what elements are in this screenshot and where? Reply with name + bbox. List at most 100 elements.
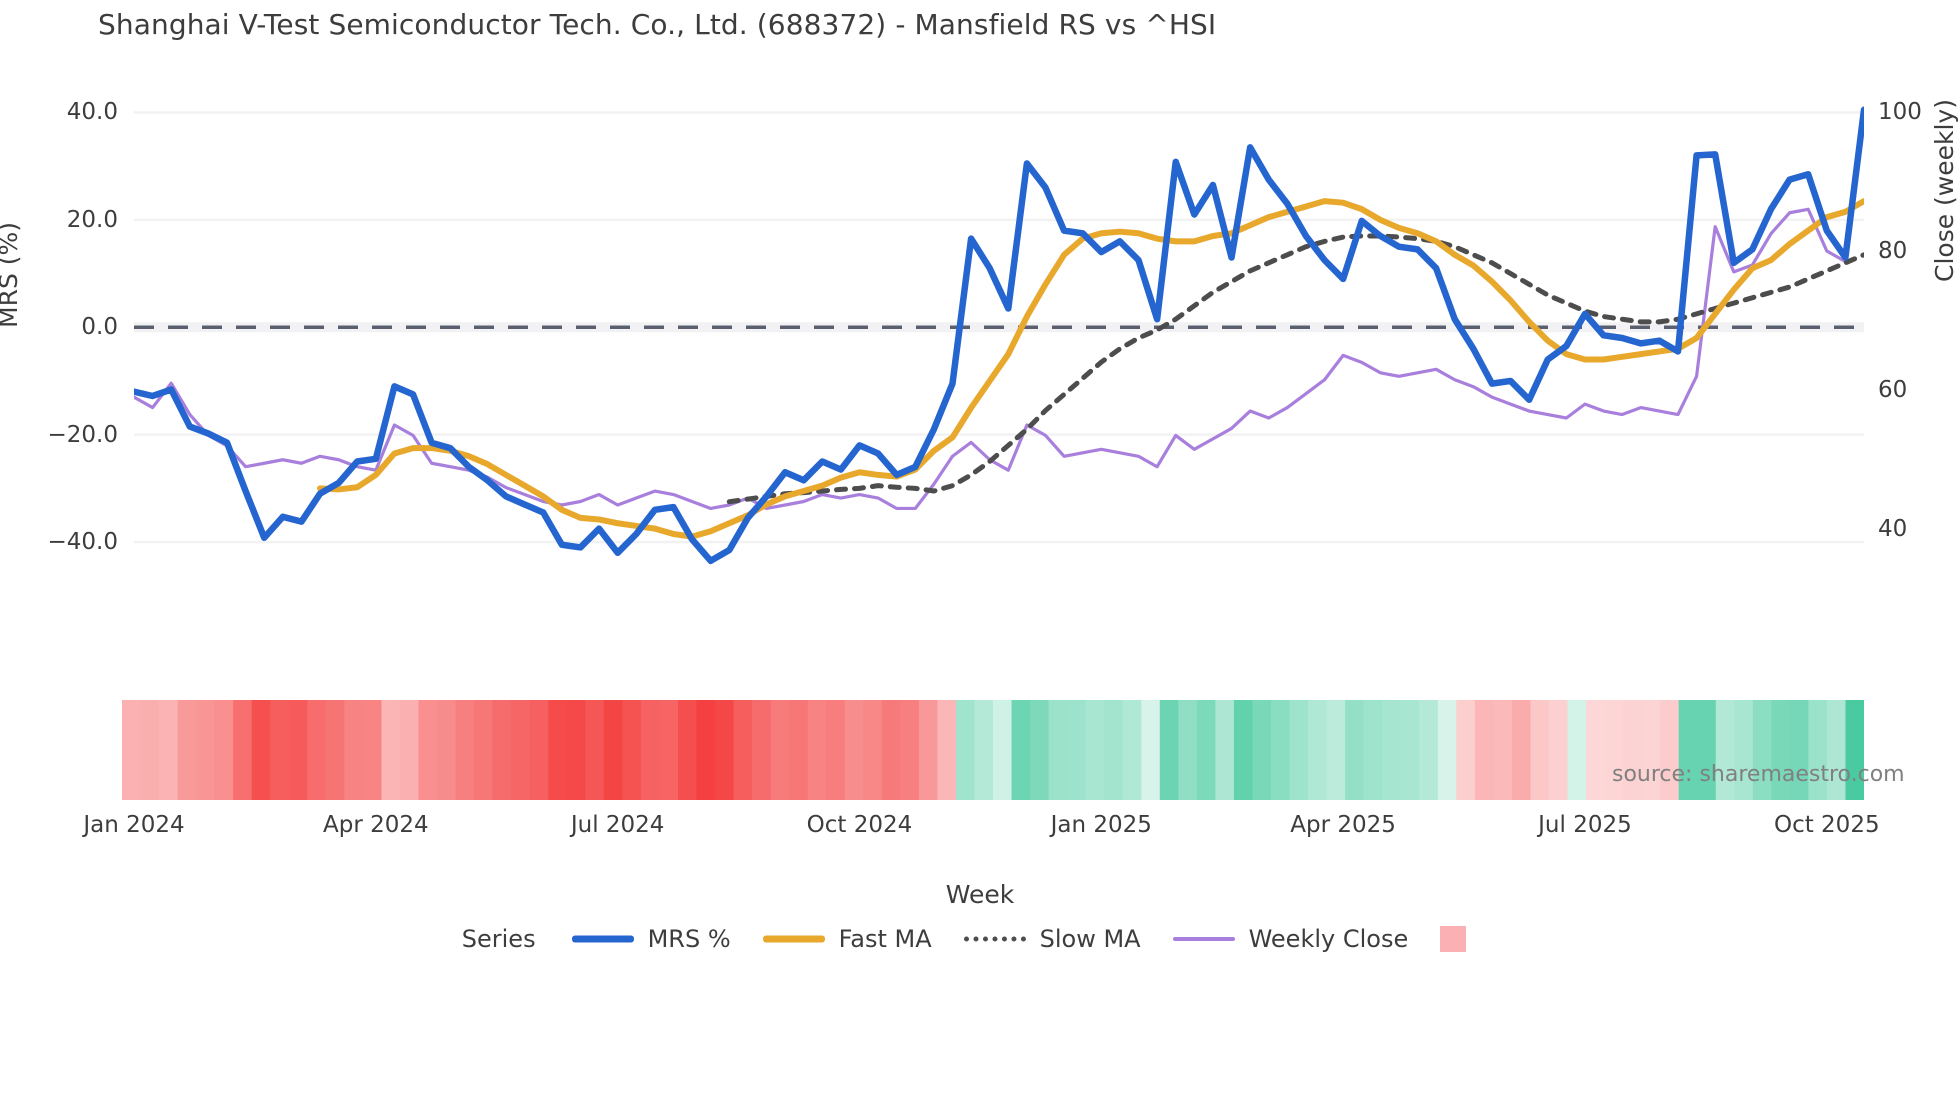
heat-strip-cell — [251, 700, 271, 800]
heat-strip-cell — [1159, 700, 1179, 800]
heat-strip-cell — [566, 700, 586, 800]
heat-strip-cell — [1511, 700, 1532, 800]
heat-strip-cell — [622, 700, 642, 800]
heat-strip-cell — [325, 700, 345, 800]
heat-strip-cell — [1493, 700, 1513, 800]
heat-strip-cell — [1382, 700, 1402, 800]
heat-strip-cell — [307, 700, 327, 800]
heat-strip-cell — [1085, 700, 1105, 800]
heat-strip-cell — [1734, 700, 1754, 800]
heat-strip-cell — [881, 700, 901, 800]
heat-strip-cell — [1660, 700, 1680, 800]
y-axis-left-tick: 40.0 — [66, 99, 118, 126]
heat-strip-cell — [1826, 700, 1847, 800]
heat-strip-cell — [177, 700, 197, 800]
heat-strip-cell — [1363, 700, 1383, 800]
y-axis-right-tick: 80 — [1878, 238, 1908, 265]
heat-strip-cell — [1456, 700, 1476, 800]
legend-line — [1172, 937, 1235, 941]
heat-strip-cell — [752, 700, 772, 800]
series-plot — [134, 106, 1864, 565]
heat-strip-cell — [1530, 700, 1550, 800]
legend-swatch — [762, 928, 825, 950]
legend-item[interactable] — [1440, 926, 1467, 952]
heat-strip-cell — [955, 700, 976, 800]
heat-strip-cell — [715, 700, 735, 800]
legend-label: Fast MA — [838, 925, 932, 953]
legend-label: Weekly Close — [1248, 925, 1409, 953]
legend-color-box — [1440, 926, 1467, 952]
heat-strip-cell — [1252, 700, 1272, 800]
heat-strip-cell — [1771, 700, 1791, 800]
heat-strip-cell — [585, 700, 605, 800]
x-axis-tick: Oct 2024 — [806, 812, 913, 838]
legend-line — [762, 935, 825, 943]
heat-strip-cell — [900, 700, 920, 800]
heat-strip-cell — [863, 700, 883, 800]
legend-item[interactable]: MRS % — [571, 925, 731, 953]
y-axis-right-tick: 60 — [1878, 377, 1908, 404]
heat-strip-cell — [789, 700, 809, 800]
legend-label: MRS % — [647, 925, 731, 953]
heat-strip-cell — [1845, 700, 1864, 800]
y-axis-right-tick: 40 — [1878, 516, 1908, 543]
x-axis-tick: Jul 2025 — [1538, 812, 1632, 838]
heat-strip-cell — [492, 700, 512, 800]
heat-strip-cell — [548, 700, 568, 800]
heat-strip-cell — [1178, 700, 1198, 800]
x-axis-tick: Apr 2024 — [322, 812, 429, 838]
heat-strip-cell — [1215, 700, 1235, 800]
heat-strip-cell — [1400, 700, 1420, 800]
heat-strip-cell — [640, 700, 661, 800]
x-axis-label: Week — [945, 880, 1015, 909]
series-line-mrs — [134, 106, 1864, 565]
y-axis-right-label: Close (weekly) — [1930, 99, 1959, 282]
rs-heat-strip-svg — [122, 700, 1864, 800]
legend-item[interactable]: Weekly Close — [1172, 925, 1409, 953]
heat-strip-cell — [1789, 700, 1809, 800]
legend-swatch — [571, 928, 634, 950]
heat-strip-cell — [603, 700, 623, 800]
heat-strip-cell — [696, 700, 716, 800]
heat-strip-cell — [1715, 700, 1735, 800]
heat-strip-cell — [1604, 700, 1624, 800]
legend-label: Slow MA — [1039, 925, 1141, 953]
heat-strip-cell — [1808, 700, 1828, 800]
heat-strip-cell — [233, 700, 253, 800]
heat-strip-cell — [1678, 700, 1698, 800]
source-attribution: source: sharemaestro.com — [1612, 762, 1905, 787]
heat-strip-cell — [362, 700, 383, 800]
heat-strip-cell — [1270, 700, 1291, 800]
heat-strip-cell — [511, 700, 531, 800]
heat-strip-cell — [1141, 700, 1161, 800]
heat-strip-cell — [1308, 700, 1328, 800]
legend-item[interactable]: Slow MA — [963, 925, 1141, 953]
heat-strip-cell — [1419, 700, 1439, 800]
heat-strip-cell — [937, 700, 957, 800]
legend-swatch — [963, 928, 1026, 950]
x-axis-tick: Apr 2025 — [1290, 812, 1396, 838]
heat-strip-cell — [529, 700, 549, 800]
heat-strip-cell — [844, 700, 864, 800]
heat-strip-cell — [770, 700, 790, 800]
legend-line — [963, 936, 1026, 942]
heat-strip-cell — [1623, 700, 1643, 800]
heat-strip-cell — [1030, 700, 1050, 800]
heat-strip-cell — [1233, 700, 1254, 800]
heat-strip-cell — [659, 700, 679, 800]
heat-strip-cell — [196, 700, 216, 800]
heat-strip-cell — [437, 700, 457, 800]
plot-area — [134, 91, 1864, 585]
legend-title: Series — [461, 925, 536, 953]
y-axis-right-tick: 100 — [1878, 98, 1922, 125]
legend-item[interactable]: Fast MA — [762, 925, 932, 953]
x-axis-tick: Jan 2025 — [1050, 812, 1152, 838]
heat-strip-cell — [733, 700, 753, 800]
heat-strip-cell — [270, 700, 290, 800]
heat-strip-cell — [1567, 700, 1587, 800]
heat-strip-cell — [381, 700, 401, 800]
x-axis-tick: Oct 2025 — [1773, 812, 1880, 838]
y-axis-left-tick: −20.0 — [47, 421, 118, 448]
heat-strip-cell — [288, 700, 308, 800]
